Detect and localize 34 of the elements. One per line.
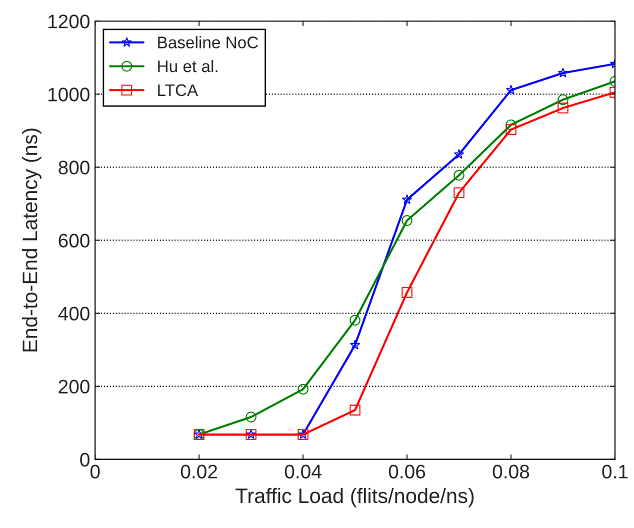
x-axis-title: Traffic Load (flits/node/ns) [236, 488, 474, 508]
point [454, 170, 464, 181]
point [402, 287, 412, 298]
y-tick-label: 200 [58, 380, 90, 394]
point [558, 102, 568, 114]
legend-label: Baseline NoC [158, 36, 258, 48]
y-tick-label: 400 [58, 306, 90, 321]
x-tick-label: 0.02 [180, 464, 218, 479]
point [506, 84, 516, 95]
point [506, 124, 516, 135]
x-tick-label: 0.04 [284, 464, 322, 479]
point [558, 94, 568, 106]
x-tick-label: 0.08 [492, 464, 530, 479]
point [402, 215, 412, 226]
y-tick-label: 600 [58, 234, 90, 248]
point [350, 340, 360, 350]
point [558, 68, 568, 78]
point [454, 187, 464, 198]
y-tick-label: 800 [58, 160, 90, 174]
point [350, 314, 360, 326]
point [350, 404, 360, 416]
legend-label: Hu et al. [158, 60, 218, 72]
x-tick-label: 0.06 [388, 464, 426, 479]
point [298, 384, 308, 395]
y-tick-label: 1200 [48, 14, 90, 28]
y-tick-label: 1000 [48, 88, 90, 102]
x-tick-label: 0 [90, 464, 100, 479]
point [246, 412, 256, 422]
legend-label: LTCA [158, 84, 198, 96]
y-tick-label: 0 [80, 452, 90, 467]
point [454, 149, 464, 159]
y-axis-title: End-to-End Latency (ns) [22, 128, 42, 352]
point [402, 194, 412, 204]
x-tick-label: 0.1 [602, 464, 628, 479]
